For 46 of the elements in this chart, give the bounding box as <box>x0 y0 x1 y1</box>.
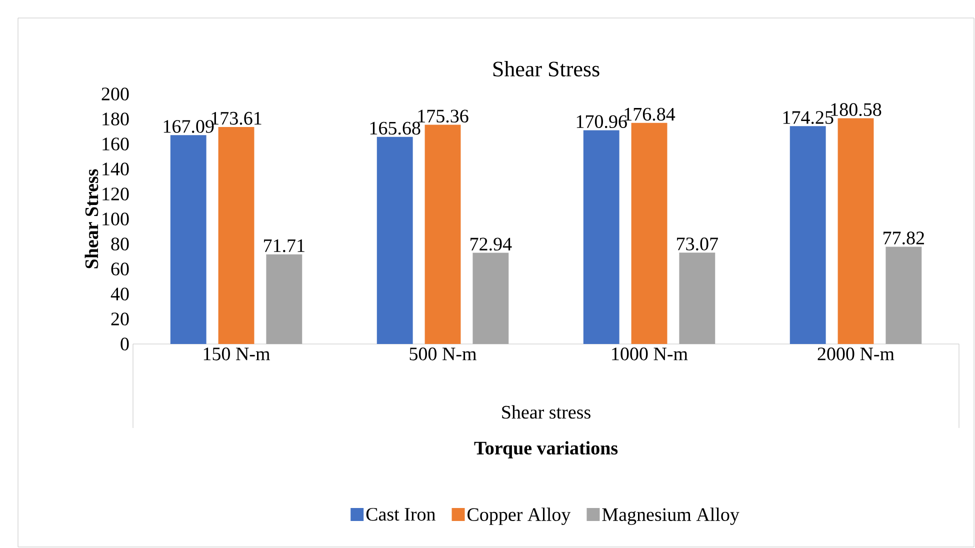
x-tick-label: 150 N-m <box>204 348 270 360</box>
legend-label: Cast Iron <box>366 508 436 521</box>
y-tick-label: 180 <box>102 112 129 126</box>
y-axis-title: Shear Stress <box>84 169 98 268</box>
bar <box>170 135 206 344</box>
bar <box>679 252 716 344</box>
data-label: 180.58 <box>831 103 882 116</box>
bar <box>472 252 509 344</box>
y-tick-label: 60 <box>111 262 129 276</box>
data-label: 174.25 <box>783 111 834 124</box>
legend-label: Copper Alloy <box>468 508 571 525</box>
bar <box>218 126 254 344</box>
bar <box>631 122 668 344</box>
x-tick-label: 500 N-m <box>410 348 476 360</box>
data-label: 77.82 <box>884 232 924 245</box>
data-label: 72.94 <box>470 238 512 251</box>
bar <box>886 246 922 344</box>
y-tick-label: 0 <box>120 338 129 350</box>
y-tick-label: 200 <box>102 88 129 100</box>
data-label: 167.09 <box>164 120 214 133</box>
data-label: 175.36 <box>418 110 468 123</box>
bar <box>838 118 874 344</box>
data-label: 173.61 <box>212 112 262 125</box>
legend-label: Magnesium Alloy <box>602 508 740 525</box>
data-label: 71.71 <box>264 239 304 252</box>
y-tick-label: 40 <box>110 288 129 300</box>
x-tick-label: 1000 N-m <box>612 348 688 360</box>
text: Shear stress <box>502 405 590 419</box>
y-tick-label: 160 <box>102 138 129 150</box>
x-tick-label: 2000 N-m <box>818 348 894 360</box>
chart-title: Shear Stress <box>493 61 600 76</box>
data-label: 165.68 <box>370 122 420 135</box>
bar <box>376 136 413 344</box>
y-tick-label: 120 <box>102 188 129 200</box>
y-tick-label: 80 <box>111 238 129 250</box>
bar <box>583 130 620 344</box>
data-label: 73.07 <box>677 238 718 250</box>
y-tick-label: 140 <box>102 162 129 176</box>
bar <box>790 126 826 344</box>
bar <box>424 124 461 344</box>
y-tick-label: 100 <box>102 212 129 226</box>
y-tick-label: 20 <box>111 312 129 326</box>
x-axis-title: Torque variations <box>474 441 618 458</box>
bar <box>266 254 302 344</box>
data-label: 170.96 <box>576 115 627 128</box>
data-label: 176.84 <box>624 108 676 121</box>
